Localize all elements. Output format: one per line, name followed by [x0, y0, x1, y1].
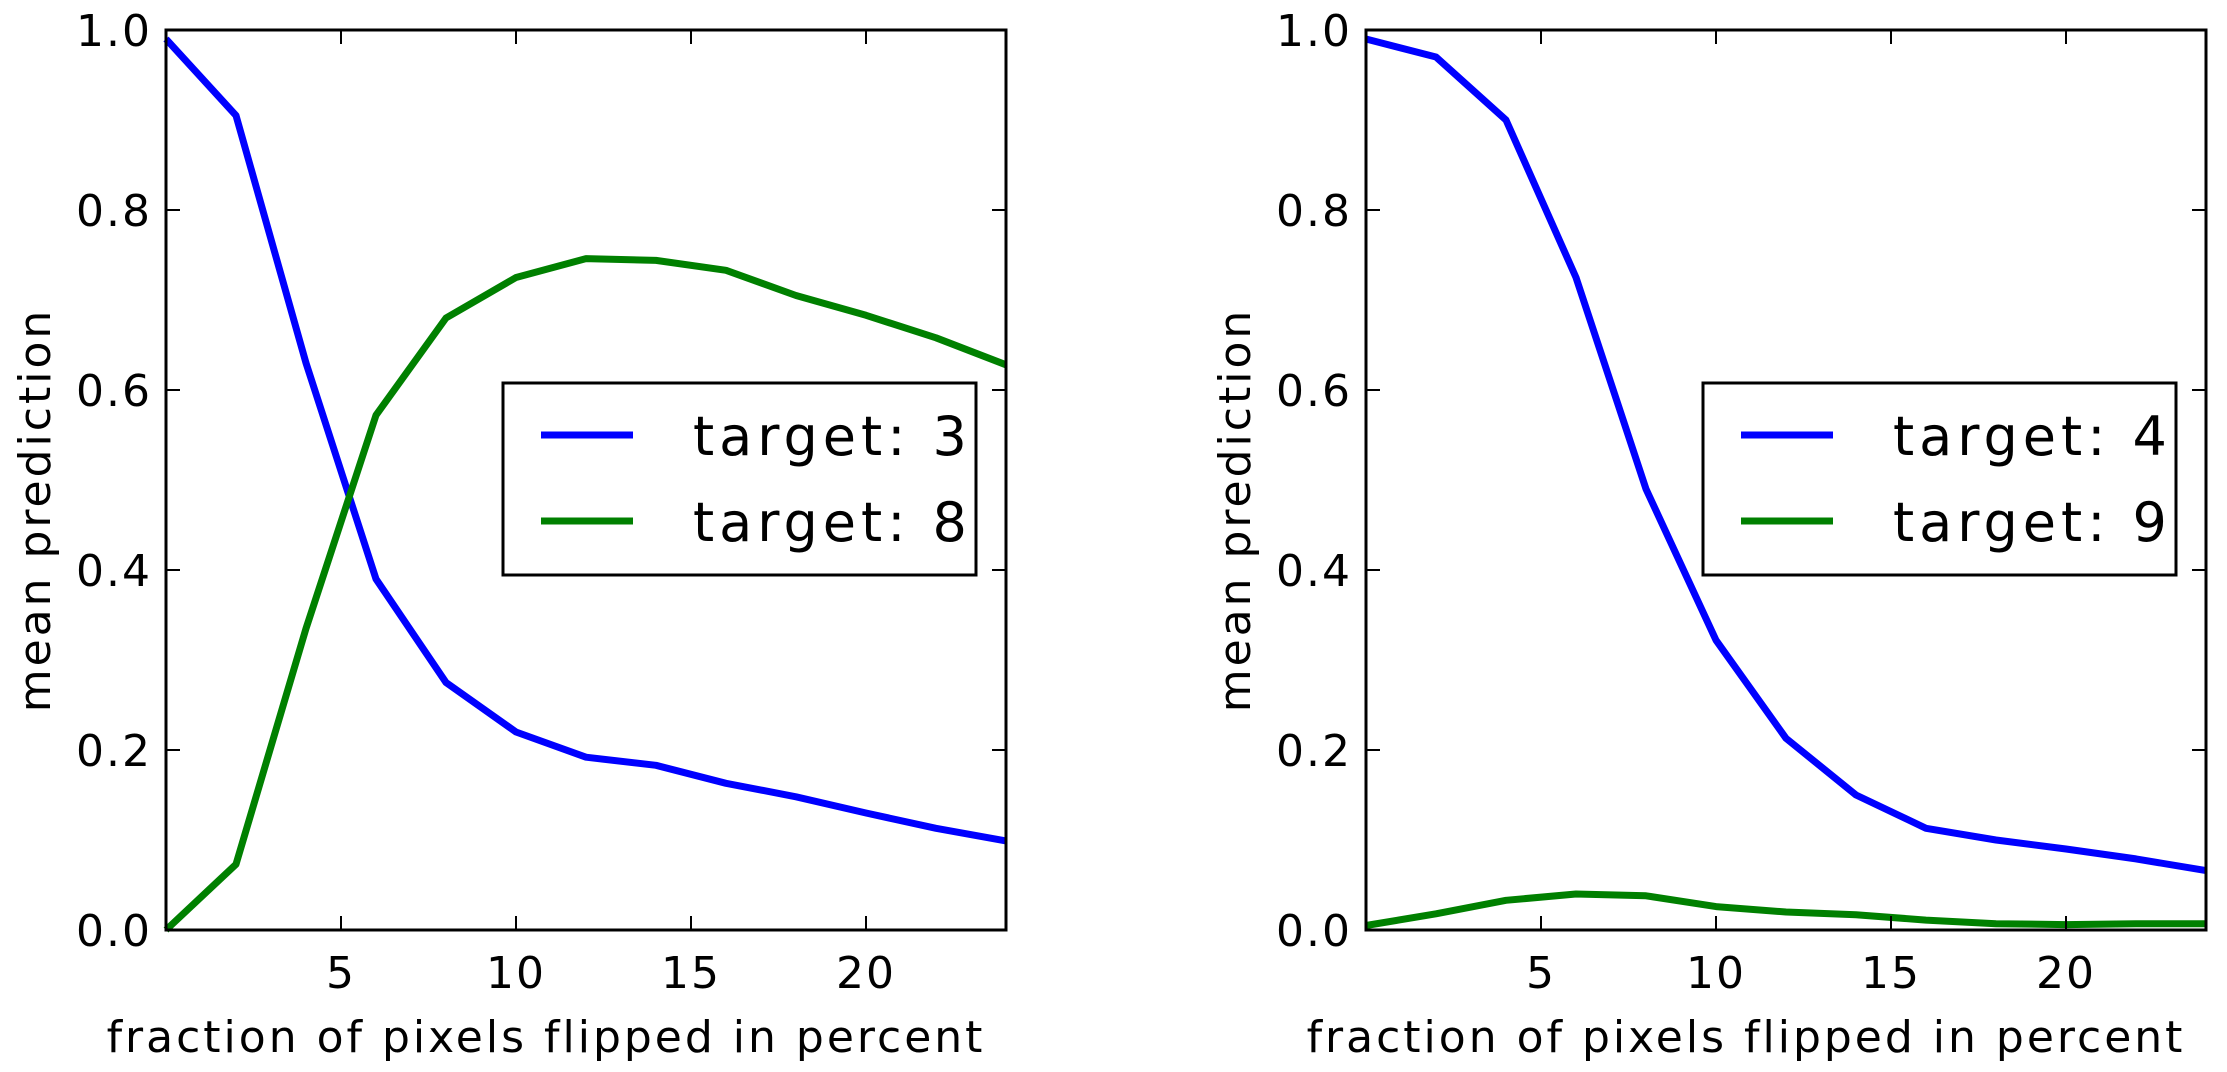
x-tick-label: 5 [326, 948, 356, 999]
legend-label: target: 8 [693, 491, 972, 554]
legend: target: 3 target: 8 [501, 381, 978, 577]
y-tick-label: 0.4 [76, 546, 152, 597]
legend-box [501, 381, 978, 577]
series-line-1 [163, 255, 1008, 933]
legend-box [1701, 381, 2178, 577]
y-tick-label: 0.4 [1276, 546, 1352, 597]
legend-label: target: 9 [1893, 491, 2172, 554]
x-axis-label: fraction of pixels flipped in percent [1307, 1012, 2186, 1063]
y-tick-label: 0.8 [1276, 186, 1352, 237]
y-axis-label: mean prediction [10, 308, 61, 713]
x-tick-label: 15 [1861, 948, 1921, 999]
series-line-1 [1365, 890, 2206, 929]
series-line-0 [163, 36, 1007, 845]
y-tick-label: 0.6 [76, 366, 152, 417]
y-tick-label: 0.0 [1276, 906, 1352, 957]
series-line-0 [1365, 35, 2207, 875]
y-axis-label: mean prediction [1210, 308, 1261, 713]
x-tick-label: 10 [486, 948, 546, 999]
y-tick-label: 0.2 [1276, 726, 1352, 777]
series-lines [163, 36, 1008, 933]
x-tick-label: 15 [661, 948, 721, 999]
x-tick-label: 5 [1526, 948, 1556, 999]
axes-frame [164, 28, 1008, 932]
x-tick-label: 20 [836, 948, 896, 999]
legend: target: 4 target: 9 [1701, 381, 2178, 577]
chart-panel-left: 5 10 15 20 0.0 0.2 0.4 0.6 0.8 1.0 fraction of pix… [10, 6, 1008, 1063]
y-tick-label: 1.0 [1276, 6, 1352, 57]
legend-label: target: 3 [693, 405, 972, 468]
y-tick-label: 0.8 [76, 186, 152, 237]
y-tick-label: 0.2 [76, 726, 152, 777]
chart-panel-right: 5 10 15 20 0.0 0.2 0.4 0.6 0.8 1.0 fraction of pix… [1210, 6, 2208, 1063]
axes-frame [1364, 28, 2208, 932]
x-tick-label: 20 [2036, 948, 2096, 999]
y-tick-label: 1.0 [76, 6, 152, 57]
y-tick-label: 0.0 [76, 906, 152, 957]
x-tick-label: 10 [1686, 948, 1746, 999]
y-tick-label: 0.6 [1276, 366, 1352, 417]
x-axis-label: fraction of pixels flipped in percent [107, 1012, 986, 1063]
legend-label: target: 4 [1893, 405, 2172, 468]
